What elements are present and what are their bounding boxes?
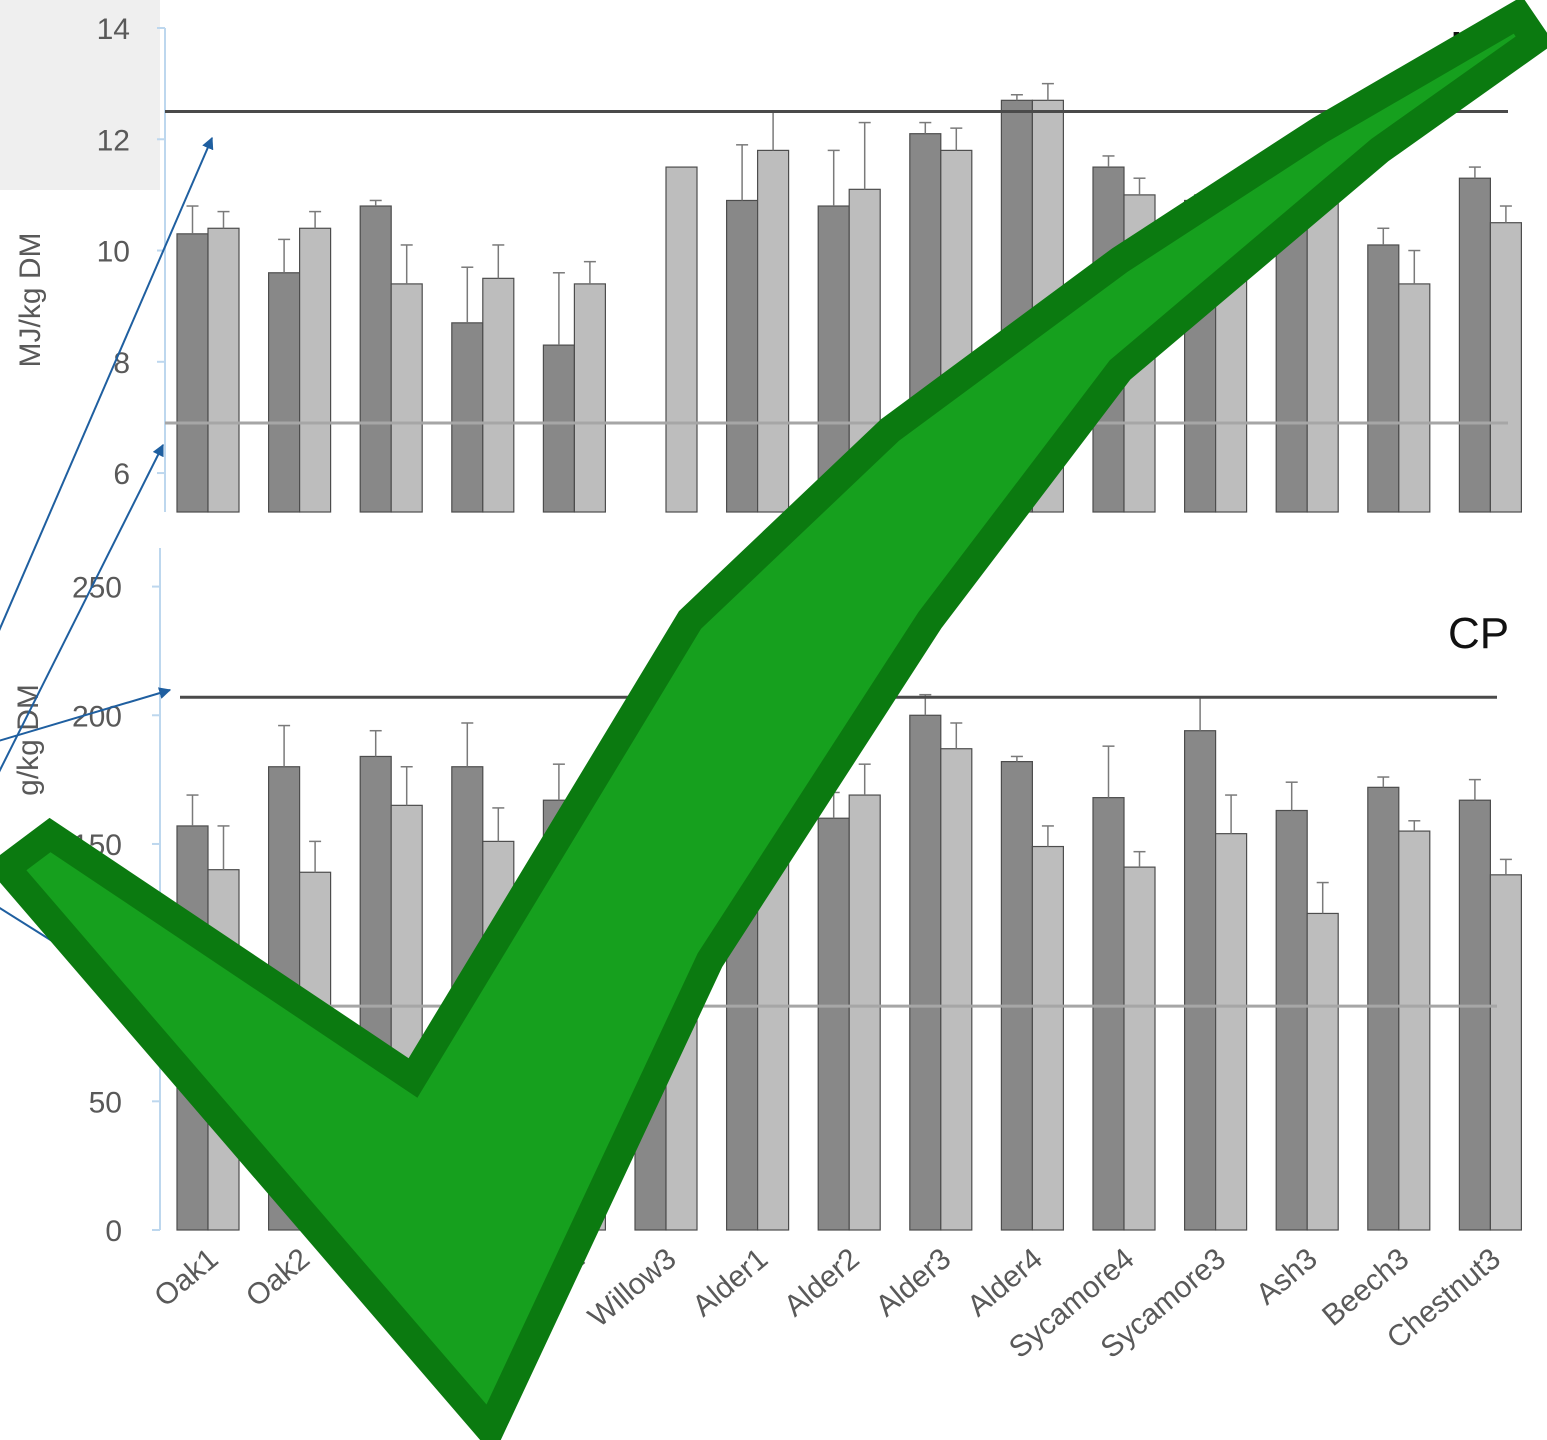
bar	[665, 166, 698, 513]
bar	[1489, 874, 1523, 1231]
bar	[1398, 283, 1431, 513]
annotation-arrow	[0, 136, 214, 631]
bar	[817, 817, 850, 1231]
bar	[268, 272, 301, 513]
bar	[482, 277, 515, 513]
annotation-arrow	[0, 443, 164, 773]
bar	[1123, 866, 1156, 1231]
bar	[848, 794, 881, 1231]
bar	[1275, 199, 1308, 513]
bar	[207, 227, 240, 513]
y-axis-label: MJ/kg DM	[14, 233, 47, 368]
bar	[1489, 222, 1523, 513]
y-tick-label: 14	[97, 13, 130, 46]
bar	[909, 714, 942, 1231]
y-tick-label: 0	[105, 1215, 122, 1248]
bar	[940, 748, 973, 1231]
y-tick-label: 6	[113, 458, 130, 491]
bar	[1367, 786, 1400, 1231]
y-tick-label: 12	[97, 124, 130, 157]
bar	[390, 283, 423, 513]
bar	[1092, 797, 1125, 1231]
bar	[725, 199, 759, 513]
y-tick-label: 50	[89, 1086, 122, 1119]
y-axis-label: g/kg DM	[12, 684, 45, 796]
bar	[1183, 730, 1217, 1231]
y-tick-label: 10	[97, 236, 130, 269]
annotation-arrow	[0, 687, 172, 742]
y-tick-label: 8	[113, 347, 130, 380]
panel-label: CP	[1448, 609, 1509, 658]
annotation-arrows	[0, 136, 214, 969]
bar	[1398, 830, 1431, 1231]
bar	[573, 283, 607, 513]
bar	[1031, 845, 1065, 1231]
bar	[1458, 799, 1492, 1231]
bar	[1306, 912, 1339, 1231]
bar	[1458, 177, 1492, 513]
background-panel	[0, 0, 160, 190]
bar	[1214, 833, 1248, 1231]
bar	[299, 227, 332, 513]
bar	[359, 205, 392, 513]
bar	[451, 322, 484, 513]
bar	[756, 149, 790, 513]
bar	[1000, 760, 1034, 1231]
bar	[176, 233, 209, 513]
bar	[1306, 194, 1339, 513]
bar	[542, 344, 576, 513]
bar	[1275, 809, 1308, 1231]
cp-chart: 0501150200250g/kg DMCPOak1Oak2OaW2Willow…	[12, 548, 1523, 1365]
bar	[1367, 244, 1400, 513]
